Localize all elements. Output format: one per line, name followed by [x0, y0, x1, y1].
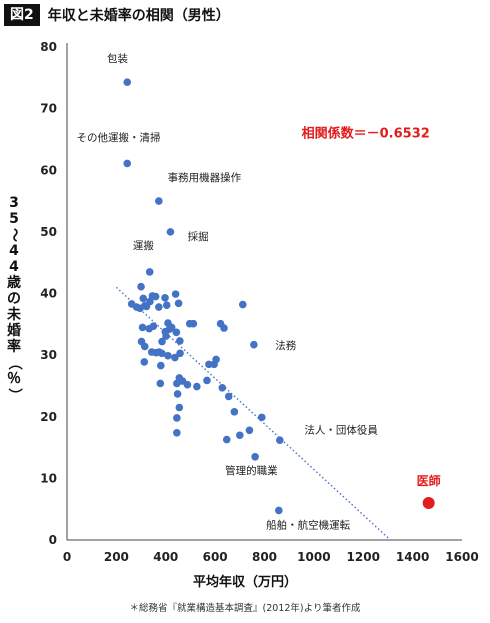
correlation-annotation: 相関係数＝－0.6532	[302, 126, 430, 142]
data-point	[156, 379, 165, 388]
y-tick-label: 80	[40, 40, 57, 54]
highlight-label: 医師	[417, 473, 441, 488]
data-point	[172, 328, 181, 337]
x-tick-label: 1000	[297, 550, 330, 564]
data-point	[257, 413, 266, 422]
data-point	[212, 355, 220, 364]
data-point	[236, 431, 244, 440]
y-tick-label: 70	[40, 102, 57, 116]
x-tick-label: 1600	[445, 550, 478, 564]
data-point	[230, 408, 239, 416]
data-point	[203, 376, 211, 385]
figure-badge: 図2	[4, 4, 40, 26]
data-point	[218, 383, 227, 392]
data-point	[155, 197, 163, 205]
data-point	[173, 390, 182, 398]
point-label: 法人・団体役員	[304, 423, 378, 436]
y-axis-label-char: 4	[9, 259, 19, 275]
y-tick-label: 60	[40, 163, 57, 177]
x-tick-label: 600	[203, 550, 228, 564]
y-axis-label-char: 未	[7, 307, 21, 323]
y-tick-label: 40	[40, 287, 57, 301]
point-label: 運搬	[133, 239, 154, 252]
y-axis-label-char: 婚	[7, 323, 21, 339]
data-point	[164, 319, 172, 327]
data-point	[220, 324, 228, 332]
y-axis-label-char: 率	[7, 339, 21, 355]
point-label: 事務用機器操作	[168, 171, 242, 184]
highlight-point	[422, 497, 435, 510]
data-point	[161, 327, 170, 336]
point-label: 法務	[275, 339, 296, 352]
data-point	[171, 353, 179, 362]
y-tick-label: 50	[40, 225, 57, 239]
point-label: 船舶・航空機運転	[266, 518, 350, 531]
data-point	[151, 292, 160, 301]
y-axis-label-char: 5	[9, 211, 19, 227]
data-point	[137, 282, 145, 291]
data-point	[123, 78, 132, 86]
x-axis-label: 平均年収（万円）	[192, 575, 297, 590]
x-tick-label: 1400	[396, 550, 429, 564]
data-point	[189, 319, 198, 328]
x-tick-label: 0	[63, 550, 71, 564]
point-label: 採掘	[188, 230, 209, 243]
x-tick-label: 200	[104, 550, 129, 564]
data-point	[222, 435, 231, 444]
data-point	[158, 337, 166, 346]
data-point	[158, 349, 166, 358]
y-axis-label: 3 5 〜 4 4 歳の未婚率（％）	[2, 195, 26, 403]
data-point	[149, 322, 158, 330]
data-point	[176, 349, 184, 358]
data-point	[173, 414, 181, 422]
y-axis-label-char: 3	[9, 195, 19, 211]
point-label: 包装	[107, 52, 128, 65]
trend-line	[115, 286, 391, 541]
data-point	[174, 299, 183, 308]
data-point	[123, 159, 132, 168]
data-point	[250, 340, 258, 349]
data-point	[183, 380, 192, 389]
y-axis-label-char: の	[7, 291, 21, 307]
x-tick-label: 800	[252, 550, 277, 564]
y-tick-label: 30	[40, 348, 57, 362]
data-point	[238, 300, 247, 309]
y-tick-label: 0	[49, 533, 57, 547]
data-point	[145, 268, 154, 276]
data-point	[175, 403, 184, 412]
y-axis-label-char: ％	[7, 371, 21, 387]
figure-header: 図2 年収と未婚率の相関（男性）	[4, 4, 230, 26]
data-point	[157, 361, 165, 370]
data-point	[275, 506, 283, 515]
data-point	[171, 290, 180, 298]
data-point	[173, 428, 181, 437]
y-axis-label-char: 歳	[7, 275, 21, 291]
data-point	[245, 426, 254, 435]
data-point	[162, 301, 171, 310]
figure-title: 年収と未婚率の相関（男性）	[47, 8, 230, 24]
y-tick-label: 20	[40, 410, 57, 424]
data-point	[139, 294, 148, 303]
data-point	[224, 392, 233, 401]
data-point	[251, 453, 259, 461]
point-label: 管理的職業	[225, 464, 278, 477]
y-tick-label: 10	[40, 471, 57, 485]
data-point	[140, 358, 149, 366]
x-tick-label: 1200	[347, 550, 380, 564]
data-point	[166, 228, 175, 236]
data-point	[155, 303, 163, 311]
data-point	[140, 342, 149, 351]
data-point	[161, 294, 169, 302]
data-point	[176, 337, 184, 345]
x-tick-label: 400	[153, 550, 178, 564]
source-note: ＊総務省『就業構造基本調査』(2012年)より筆者作成	[129, 603, 361, 614]
data-point	[276, 436, 284, 444]
y-axis-label-char: 4	[9, 243, 19, 259]
data-point	[164, 351, 172, 360]
data-point	[138, 323, 147, 332]
point-label: その他運搬・清掃	[76, 131, 160, 144]
data-point	[193, 382, 201, 391]
